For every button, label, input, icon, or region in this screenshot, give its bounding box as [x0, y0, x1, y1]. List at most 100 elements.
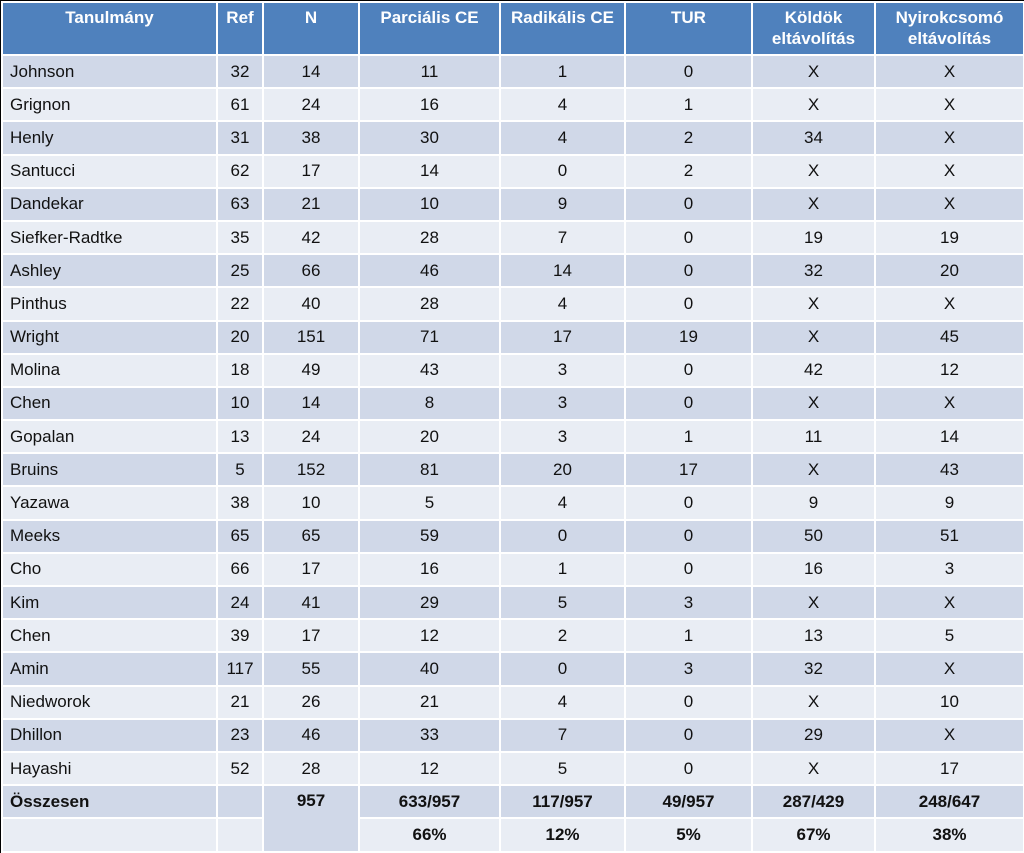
cell-umbilical-removal: X [751, 452, 876, 488]
cell-partial-ce: 59 [358, 518, 501, 554]
cell-tur: 17 [624, 452, 753, 488]
cell-partial-ce: 16 [358, 551, 501, 588]
cell-partial-ce: 12 [358, 750, 501, 787]
table-row: Niedworok 21 26 21 4 0 X 10 [1, 684, 1024, 720]
table-row: Cho 66 17 16 1 0 16 3 [1, 551, 1024, 588]
cell-tur: 0 [624, 750, 753, 787]
cell-tur: 0 [624, 186, 753, 222]
cell-radical-ce: 4 [499, 485, 626, 521]
cell-n: 10 [262, 485, 360, 521]
cell-study: Bruins [1, 452, 218, 488]
cell-study: Meeks [1, 518, 218, 554]
cell-tur: 0 [624, 551, 753, 588]
cell-lymph-removal: 5 [874, 618, 1024, 654]
table-row: Amin 117 55 40 0 3 32 X [1, 651, 1024, 687]
cell-lymph-removal: 20 [874, 253, 1024, 289]
cell-n: 21 [262, 186, 360, 222]
table-row: Molina 18 49 43 3 0 42 12 [1, 352, 1024, 388]
cell-ref: 52 [216, 750, 264, 787]
cell-partial-ce: 43 [358, 352, 501, 388]
cell-study: Chen [1, 385, 218, 422]
cell-partial-ce: 12 [358, 618, 501, 654]
cell-umbilical-removal: 19 [751, 219, 876, 256]
percent-ref-empty [216, 817, 264, 853]
cell-radical-ce: 14 [499, 253, 626, 289]
cell-ref: 23 [216, 717, 264, 753]
header-umbilical-removal: Köldök eltávolítás [751, 1, 876, 56]
cell-study: Chen [1, 618, 218, 654]
cell-n: 38 [262, 120, 360, 156]
header-study: Tanulmány [1, 1, 218, 56]
cell-lymph-removal: 10 [874, 684, 1024, 720]
cell-radical-ce: 5 [499, 584, 626, 621]
cell-study: Dhillon [1, 717, 218, 753]
cell-ref: 61 [216, 87, 264, 123]
cell-partial-ce: 21 [358, 684, 501, 720]
cell-n: 65 [262, 518, 360, 554]
cell-study: Molina [1, 352, 218, 388]
cell-study: Henly [1, 120, 218, 156]
header-radical-ce: Radikális CE [499, 1, 626, 56]
header-lymph-removal: Nyirokcsomó eltávolítás [874, 1, 1024, 56]
cell-study: Grignon [1, 87, 218, 123]
cell-partial-ce: 5 [358, 485, 501, 521]
cell-lymph-removal: X [874, 717, 1024, 753]
cell-ref: 20 [216, 319, 264, 355]
total-n: 957 [262, 784, 360, 853]
cell-radical-ce: 7 [499, 717, 626, 753]
cell-umbilical-removal: X [751, 53, 876, 90]
cell-ref: 21 [216, 684, 264, 720]
cell-partial-ce: 10 [358, 186, 501, 222]
cell-n: 24 [262, 87, 360, 123]
cell-tur: 1 [624, 87, 753, 123]
cell-umbilical-removal: X [751, 319, 876, 355]
cell-tur: 2 [624, 120, 753, 156]
cell-radical-ce: 1 [499, 551, 626, 588]
cell-n: 17 [262, 551, 360, 588]
cell-lymph-removal: 14 [874, 419, 1024, 455]
cell-lymph-removal: 3 [874, 551, 1024, 588]
cell-n: 66 [262, 253, 360, 289]
cell-n: 40 [262, 286, 360, 322]
table-row: Santucci 62 17 14 0 2 X X [1, 153, 1024, 189]
cell-ref: 66 [216, 551, 264, 588]
cell-tur: 1 [624, 419, 753, 455]
cell-partial-ce: 28 [358, 219, 501, 256]
table-row: Chen 10 14 8 3 0 X X [1, 385, 1024, 422]
cell-n: 49 [262, 352, 360, 388]
cell-umbilical-removal: 42 [751, 352, 876, 388]
cell-partial-ce: 28 [358, 286, 501, 322]
cell-radical-ce: 9 [499, 186, 626, 222]
cell-lymph-removal: X [874, 385, 1024, 422]
cell-lymph-removal: X [874, 53, 1024, 90]
cell-partial-ce: 71 [358, 319, 501, 355]
cell-lymph-removal: 43 [874, 452, 1024, 488]
table-row: Pinthus 22 40 28 4 0 X X [1, 286, 1024, 322]
cell-tur: 0 [624, 53, 753, 90]
cell-partial-ce: 30 [358, 120, 501, 156]
cell-partial-ce: 11 [358, 53, 501, 90]
table-row: Dandekar 63 21 10 9 0 X X [1, 186, 1024, 222]
cell-tur: 0 [624, 385, 753, 422]
cell-study: Yazawa [1, 485, 218, 521]
cell-study: Amin [1, 651, 218, 687]
percent-label-empty [1, 817, 218, 853]
percent-tur: 5% [624, 817, 753, 853]
table-row: Hayashi 52 28 12 5 0 X 17 [1, 750, 1024, 787]
table-row: Kim 24 41 29 5 3 X X [1, 584, 1024, 621]
header-partial-ce: Parciális CE [358, 1, 501, 56]
cell-study: Hayashi [1, 750, 218, 787]
cell-lymph-removal: X [874, 120, 1024, 156]
cell-n: 26 [262, 684, 360, 720]
total-tur: 49/957 [624, 784, 753, 820]
cell-radical-ce: 4 [499, 87, 626, 123]
percent-lymph: 38% [874, 817, 1024, 853]
cell-tur: 0 [624, 684, 753, 720]
cell-n: 151 [262, 319, 360, 355]
cell-study: Gopalan [1, 419, 218, 455]
cell-radical-ce: 3 [499, 385, 626, 422]
cell-radical-ce: 17 [499, 319, 626, 355]
total-row: Összesen 957 633/957 117/957 49/957 287/… [1, 784, 1024, 853]
table-row: Chen 39 17 12 2 1 13 5 [1, 618, 1024, 654]
